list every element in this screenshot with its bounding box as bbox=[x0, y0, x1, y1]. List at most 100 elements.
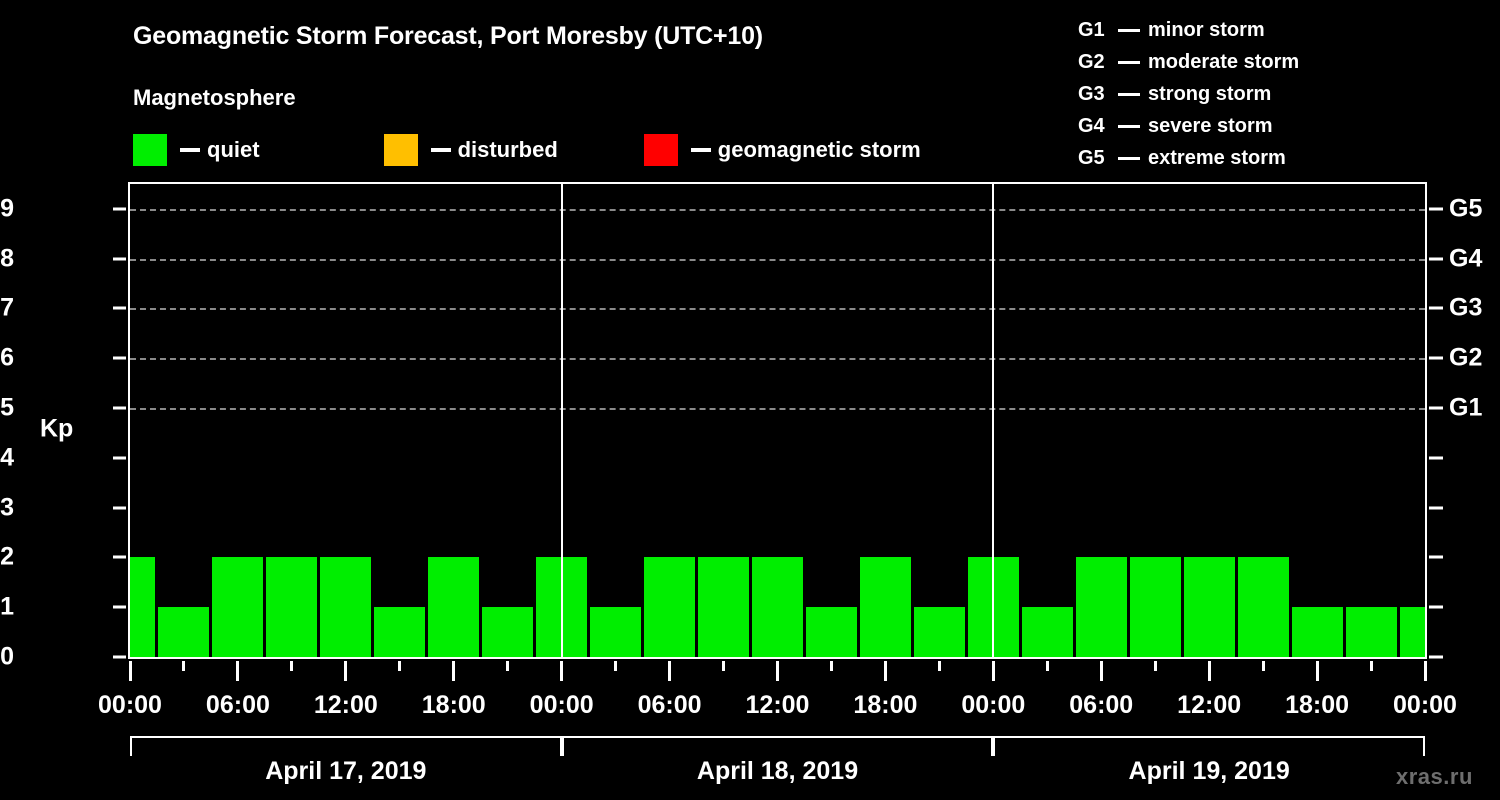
y-tick-mark bbox=[113, 207, 126, 211]
g-tick-label-g5: G5 bbox=[1449, 194, 1483, 223]
g-tick-mark bbox=[1429, 356, 1443, 360]
bar-kp bbox=[1291, 607, 1343, 657]
bar-kp bbox=[1075, 557, 1127, 657]
g-scale-row-g1: G1 minor storm bbox=[1078, 14, 1299, 46]
x-tick-major bbox=[1315, 661, 1319, 681]
y-tick-label-4: 4 bbox=[0, 443, 14, 472]
x-tick-label: 12:00 bbox=[313, 691, 378, 719]
bar-kp bbox=[320, 557, 372, 657]
y-tick-mark bbox=[113, 406, 126, 410]
g-scale-code: G1 bbox=[1078, 18, 1105, 41]
g-tick-mark-minor bbox=[1429, 456, 1443, 460]
x-tick-minor bbox=[290, 661, 294, 671]
legend-item-quiet: quiet bbox=[133, 133, 260, 167]
x-tick-minor bbox=[506, 661, 510, 671]
y-tick-mark bbox=[113, 306, 126, 310]
gridline-kp-9 bbox=[130, 208, 1425, 211]
y-tick-mark bbox=[113, 555, 126, 559]
x-tick-major bbox=[452, 661, 456, 681]
x-tick-minor bbox=[937, 661, 941, 671]
legend-dash-icon bbox=[180, 148, 200, 152]
y-tick-mark bbox=[113, 605, 126, 609]
x-tick-minor bbox=[829, 661, 833, 671]
x-tick-major bbox=[668, 661, 672, 681]
bar-kp bbox=[805, 607, 857, 657]
g-tick-label-g1: G1 bbox=[1449, 393, 1483, 422]
x-tick-minor bbox=[1153, 661, 1157, 671]
g-tick-mark bbox=[1429, 306, 1443, 310]
gridline-kp-5 bbox=[130, 408, 1425, 411]
g-tick-label-g4: G4 bbox=[1449, 244, 1483, 273]
gridline-kp-7 bbox=[130, 308, 1425, 311]
x-tick-major bbox=[991, 661, 995, 681]
bar-kp bbox=[1237, 557, 1289, 657]
chart-plot-inner bbox=[130, 184, 1425, 657]
x-tick-label: 06:00 bbox=[637, 691, 702, 719]
day-bracket bbox=[130, 736, 562, 756]
y-tick-label-6: 6 bbox=[0, 343, 14, 372]
g-scale-dash-icon bbox=[1118, 60, 1140, 64]
bar-kp bbox=[1399, 607, 1425, 657]
g-scale-description: strong storm bbox=[1148, 82, 1272, 105]
x-tick-minor bbox=[1369, 661, 1373, 671]
watermark: xras.ru bbox=[1396, 764, 1473, 789]
y-tick-label-5: 5 bbox=[0, 393, 14, 422]
y-tick-label-8: 8 bbox=[0, 244, 14, 273]
x-tick-label: 18:00 bbox=[853, 691, 918, 719]
x-tick-major bbox=[776, 661, 779, 681]
g-scale-description: severe storm bbox=[1148, 114, 1273, 137]
y-tick-mark bbox=[113, 356, 126, 360]
g-tick-mark-minor bbox=[1429, 555, 1443, 559]
x-tick-minor bbox=[182, 661, 186, 671]
g-scale-description: minor storm bbox=[1148, 18, 1265, 41]
y-tick-label-7: 7 bbox=[0, 293, 14, 322]
x-tick-label: 00:00 bbox=[98, 691, 162, 719]
x-tick-label: 00:00 bbox=[529, 691, 594, 719]
amber-square-icon bbox=[383, 134, 418, 166]
g-tick-mark bbox=[1429, 207, 1443, 211]
legend-item-label: geomagnetic storm bbox=[717, 137, 921, 162]
day-label: April 17, 2019 bbox=[265, 757, 427, 785]
day-divider bbox=[560, 184, 563, 657]
bar-kp bbox=[212, 557, 264, 657]
bar-kp bbox=[1129, 557, 1181, 657]
g-scale-row-g4: G4 severe storm bbox=[1078, 110, 1299, 142]
gridline-kp-6 bbox=[130, 358, 1425, 361]
g-scale-code: G2 bbox=[1078, 50, 1105, 73]
day-bracket bbox=[561, 736, 994, 756]
x-tick-major bbox=[883, 661, 887, 681]
gridline-kp-8 bbox=[130, 258, 1425, 261]
x-tick-label: 18:00 bbox=[1285, 691, 1350, 719]
x-tick-major bbox=[1423, 661, 1427, 681]
x-tick-major bbox=[236, 661, 240, 681]
g-scale-code: G3 bbox=[1078, 82, 1105, 105]
x-tick-label: 00:00 bbox=[1393, 691, 1457, 719]
chart-plot-area bbox=[128, 182, 1427, 659]
bar-kp bbox=[913, 607, 965, 657]
g-scale-dash-icon bbox=[1118, 28, 1140, 32]
legend: quiet disturbed geomagnetic storm bbox=[133, 133, 921, 167]
bar-kp bbox=[1345, 607, 1397, 657]
bar-kp bbox=[590, 607, 642, 657]
bar-kp bbox=[130, 557, 156, 657]
x-tick-label: 06:00 bbox=[205, 691, 270, 719]
page-title: Geomagnetic Storm Forecast, Port Moresby… bbox=[133, 22, 763, 50]
day-label: April 19, 2019 bbox=[1128, 757, 1290, 785]
day-divider bbox=[992, 184, 995, 657]
g-scale-dash-icon bbox=[1118, 124, 1140, 128]
y-tick-label-1: 1 bbox=[0, 592, 14, 621]
green-square-icon bbox=[133, 134, 167, 166]
g-tick-label-g3: G3 bbox=[1449, 293, 1483, 322]
y-tick-label-2: 2 bbox=[0, 542, 14, 571]
g-tick-label-g2: G2 bbox=[1449, 343, 1483, 372]
g-scale-row-g3: G3 strong storm bbox=[1078, 78, 1299, 110]
legend-dash-icon bbox=[430, 148, 451, 152]
x-tick-label: 18:00 bbox=[421, 691, 486, 719]
g-scale-dash-icon bbox=[1118, 156, 1140, 160]
x-tick-label: 06:00 bbox=[1069, 691, 1134, 719]
x-tick-major bbox=[1207, 661, 1211, 681]
day-bracket bbox=[993, 736, 1425, 756]
bar-kp bbox=[158, 607, 210, 657]
x-tick-major bbox=[560, 661, 564, 681]
g-scale-row-g2: G2 moderate storm bbox=[1078, 46, 1299, 78]
